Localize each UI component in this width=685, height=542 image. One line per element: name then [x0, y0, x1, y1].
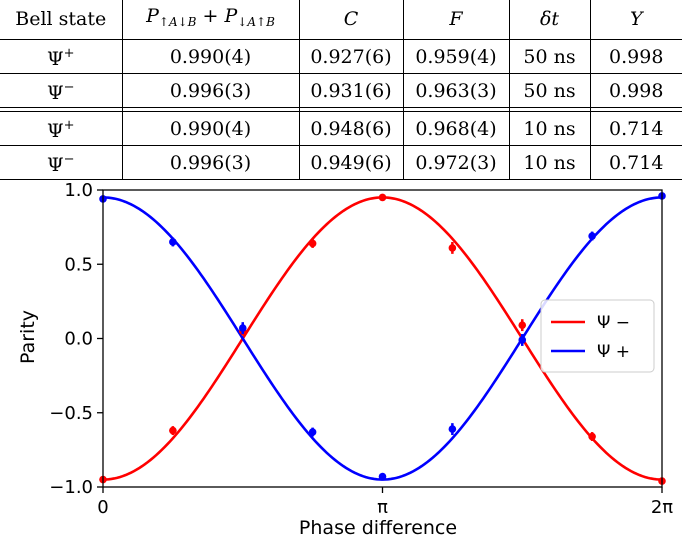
table-header-row: Bell state P↑A↓B + P↓A↑B C F δt Y [0, 0, 682, 40]
y-tick-label: 1.0 [64, 180, 93, 201]
legend-box [540, 299, 655, 373]
bell-state-table: Bell state P↑A↓B + P↓A↑B C F δt Y Ψ+ 0.9… [0, 0, 682, 180]
data-point-psi-plus [238, 324, 247, 332]
data-point-psi-minus [448, 244, 457, 252]
cell-dt: 50 ns [508, 73, 591, 108]
state-sign: + [63, 118, 75, 133]
data-point-psi-minus [378, 193, 387, 202]
header-y-text: Y [629, 8, 643, 30]
state-symbol: Ψ [46, 154, 64, 176]
data-point-psi-plus [588, 232, 596, 240]
y-tick-label: −0.5 [49, 403, 93, 424]
cell-c: 0.931(6) [298, 73, 404, 108]
cell-y: 0.998 [589, 39, 682, 74]
header-prob-p2: + P [196, 5, 238, 27]
header-prob-sub2: ↓A↑B [237, 15, 275, 29]
cell-state: Ψ− [0, 73, 123, 108]
header-y: Y [589, 0, 682, 40]
table-row: Ψ− 0.996(3) 0.931(6) 0.963(3) 50 ns 0.99… [0, 73, 682, 108]
data-point-psi-plus [308, 428, 317, 436]
legend-label-psi-plus: Ψ + [597, 342, 630, 362]
cell-p: 0.996(3) [121, 73, 300, 108]
x-tick-label: 2π [651, 497, 673, 518]
data-point-psi-minus [308, 239, 317, 248]
header-f-text: F [449, 8, 463, 30]
y-axis-label: Parity [17, 310, 39, 364]
header-dt-text: δt [539, 8, 560, 30]
cell-f: 0.972(3) [402, 145, 510, 180]
header-c: C [298, 0, 404, 40]
table-row: Ψ+ 0.990(4) 0.927(6) 0.959(4) 50 ns 0.99… [0, 39, 682, 74]
cell-p: 0.990(4) [121, 39, 300, 74]
y-tick-label: −1.0 [49, 477, 93, 498]
header-dt: δt [508, 0, 591, 40]
data-point-psi-plus [448, 425, 457, 433]
data-point-psi-minus [169, 426, 177, 435]
cell-p: 0.996(3) [121, 145, 300, 180]
data-point-psi-plus [378, 472, 387, 481]
data-point-psi-minus [588, 432, 596, 441]
cell-dt: 10 ns [508, 111, 591, 146]
x-tick-label: 0 [97, 497, 108, 518]
y-tick-label: 0.0 [64, 329, 93, 350]
cell-dt: 10 ns [508, 145, 591, 180]
cell-f: 0.963(3) [402, 73, 510, 108]
legend-label-psi-minus: Ψ − [597, 313, 630, 333]
cell-y: 0.998 [589, 73, 682, 108]
cell-c: 0.948(6) [298, 111, 404, 146]
state-sign: − [63, 152, 75, 167]
header-f: F [402, 0, 510, 40]
x-axis-label: Phase difference [299, 517, 457, 539]
x-tick-label: π [377, 497, 388, 518]
data-point-psi-minus [518, 321, 527, 329]
header-prob-sub1: ↑A↓B [158, 15, 197, 29]
parity-chart: −1.0 −0.5 0.0 0.5 1.0 0 π 2π Ψ − Ψ + Phase differ… [17, 180, 673, 539]
cell-f: 0.959(4) [402, 39, 510, 74]
table-row: Ψ+ 0.990(4) 0.948(6) 0.968(4) 10 ns 0.71… [0, 111, 682, 146]
header-probability: P↑A↓B + P↓A↑B [121, 0, 300, 40]
cell-state: Ψ− [0, 145, 123, 180]
cell-p: 0.990(4) [121, 111, 300, 146]
cell-state: Ψ+ [0, 39, 123, 74]
cell-state: Ψ+ [0, 111, 123, 146]
cell-dt: 50 ns [508, 39, 591, 74]
cell-y: 0.714 [589, 111, 682, 146]
y-tick-label: 0.5 [64, 254, 93, 275]
plot-area: −1.0 −0.5 0.0 0.5 1.0 0 π 2π Ψ − Ψ + [49, 180, 673, 518]
cell-c: 0.949(6) [298, 145, 404, 180]
header-prob-p1: P [146, 5, 159, 27]
state-sign: − [63, 80, 75, 95]
table-row: Ψ− 0.996(3) 0.949(6) 0.972(3) 10 ns 0.71… [0, 145, 682, 180]
data-point-psi-plus [169, 238, 177, 246]
state-symbol: Ψ [46, 120, 64, 142]
cell-f: 0.968(4) [402, 111, 510, 146]
header-bell-state: Bell state [0, 0, 123, 40]
state-symbol: Ψ [46, 82, 64, 104]
state-sign: + [63, 46, 75, 61]
state-symbol: Ψ [46, 48, 64, 70]
data-point-psi-plus [518, 336, 527, 344]
cell-y: 0.714 [589, 145, 682, 180]
header-c-text: C [343, 8, 359, 30]
cell-c: 0.927(6) [298, 39, 404, 74]
